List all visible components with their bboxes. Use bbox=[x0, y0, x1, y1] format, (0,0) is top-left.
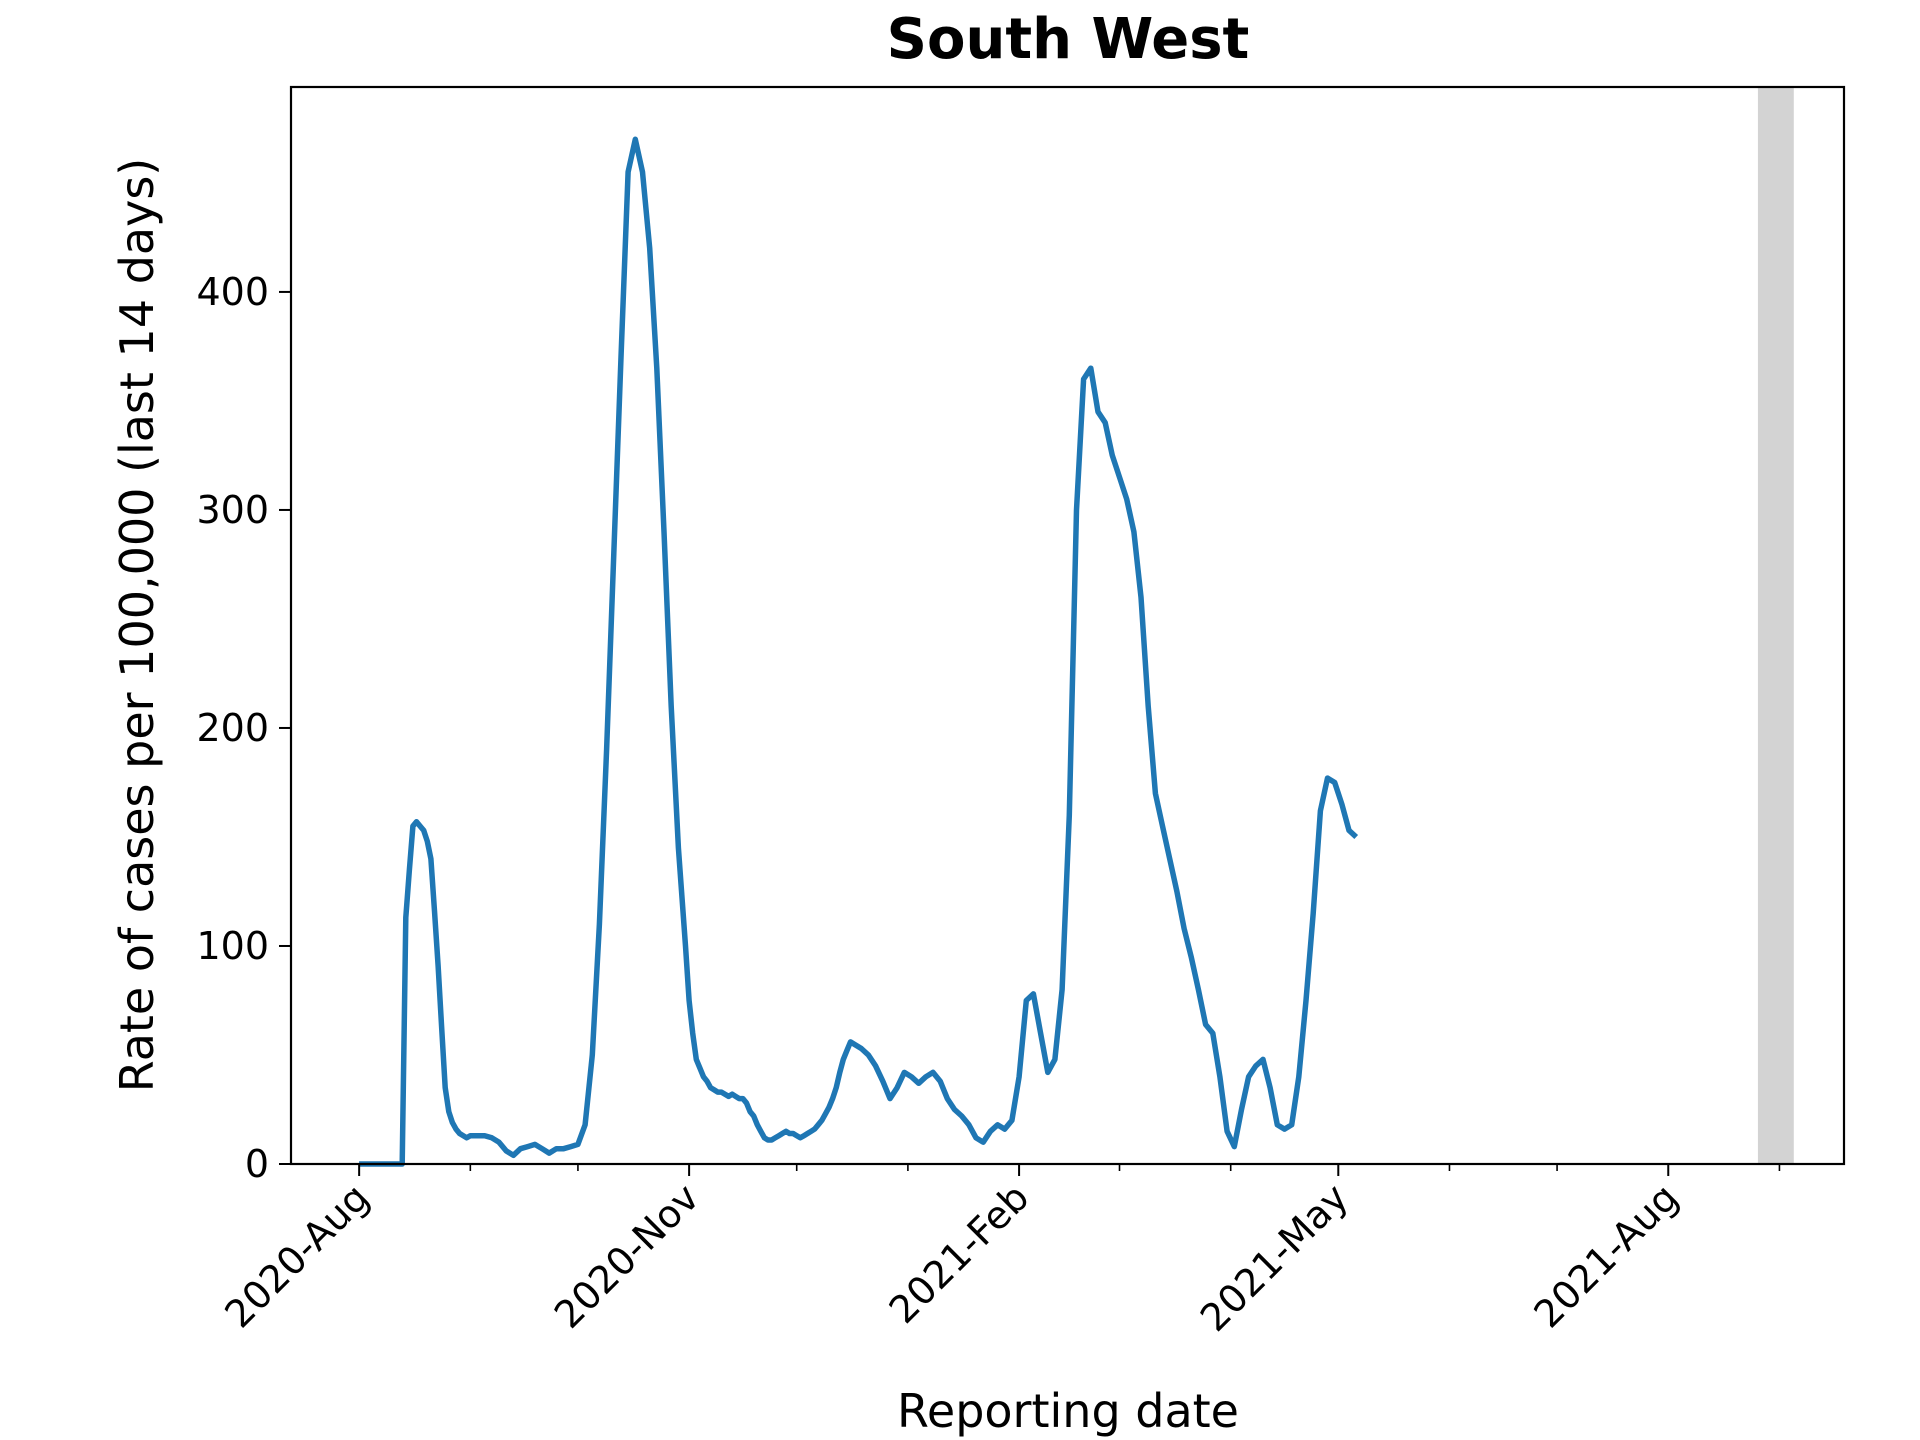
x-tick-label: 2021-Aug bbox=[1526, 1175, 1687, 1336]
y-tick-label: 0 bbox=[245, 1142, 269, 1186]
y-axis-label: Rate of cases per 100,000 (last 14 days) bbox=[110, 158, 164, 1093]
x-axis-label: Reporting date bbox=[897, 1384, 1239, 1438]
shaded-region bbox=[1757, 87, 1794, 1164]
y-tick-label: 100 bbox=[196, 924, 269, 968]
y-tick-label: 200 bbox=[196, 706, 269, 750]
plot-area-frame bbox=[289, 85, 1846, 1166]
chart-title: South West bbox=[887, 7, 1250, 72]
y-tick-label: 400 bbox=[196, 270, 269, 314]
x-tick-label: 2020-Aug bbox=[216, 1175, 377, 1336]
y-tick-label: 300 bbox=[196, 488, 269, 532]
x-tick-label: 2021-Feb bbox=[881, 1175, 1038, 1332]
series-line bbox=[359, 136, 1359, 1167]
x-tick-label: 2021-May bbox=[1192, 1175, 1357, 1340]
x-tick-label: 2020-Nov bbox=[546, 1175, 708, 1337]
